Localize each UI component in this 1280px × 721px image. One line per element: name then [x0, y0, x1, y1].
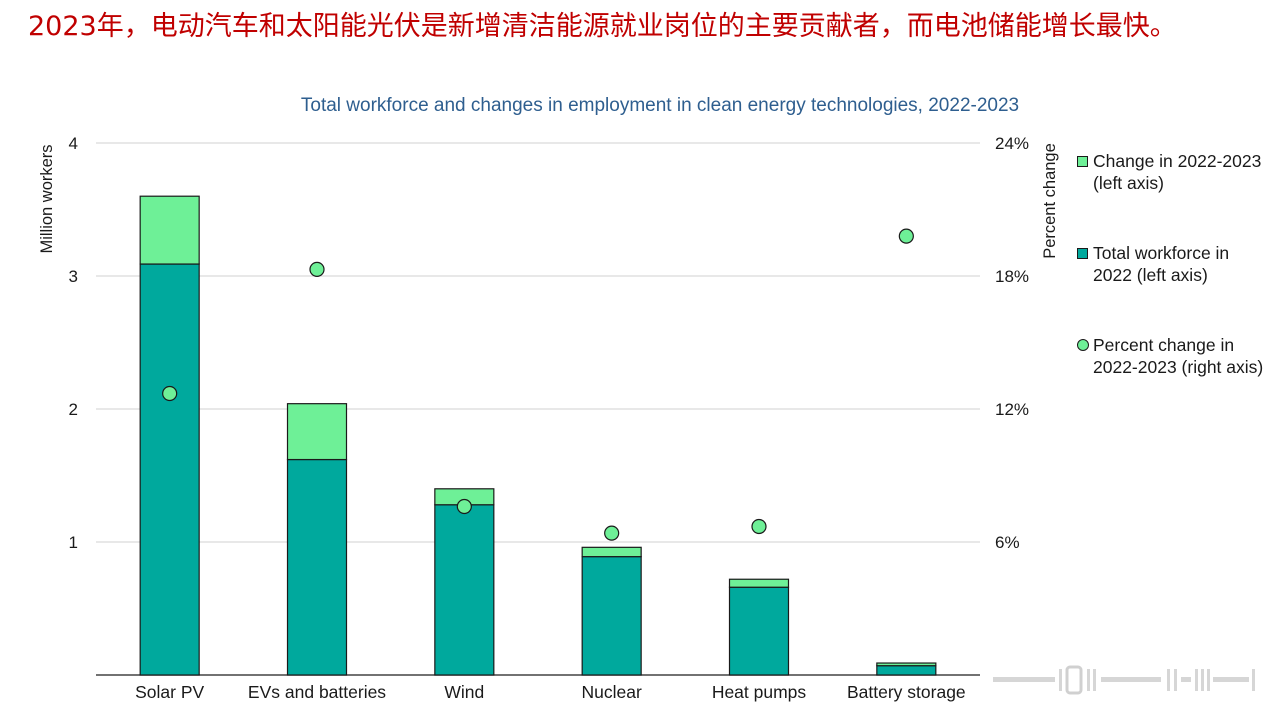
y-tick-label: 3 — [69, 267, 78, 286]
percent-points — [162, 228, 914, 541]
percent-point — [309, 261, 325, 277]
y-tick-label: 2 — [69, 400, 78, 419]
y-tick-label: 1 — [69, 533, 78, 552]
legend-label-line2: (left axis) — [1093, 173, 1164, 193]
gridlines — [96, 142, 980, 676]
y-axis-label: Million workers — [38, 144, 56, 253]
bar-change — [728, 578, 790, 588]
y2-tick-label: 18% — [995, 267, 1029, 286]
bar-total-workforce — [434, 504, 495, 676]
bar-change — [581, 546, 642, 558]
bar-change — [139, 195, 200, 265]
percent-point — [456, 498, 472, 515]
bar-total-workforce — [286, 458, 348, 676]
x-tick-label: Heat pumps — [712, 682, 807, 702]
bar-change — [876, 662, 937, 667]
y2-tick-label: 6% — [995, 533, 1020, 552]
legend-label-line2: 2022-2023 (right axis) — [1093, 357, 1264, 377]
bar-total-workforce — [728, 586, 790, 676]
bars — [139, 195, 937, 676]
category-labels: Solar PV EVs and batteries Wind Nuclear Heat… — [135, 682, 966, 702]
bar-total-workforce — [876, 665, 937, 676]
x-tick-label: Battery storage — [847, 682, 966, 702]
legend-dot-percent — [1077, 339, 1089, 351]
legend-item-percent: Percent change in 2022-2023 (right axis) — [1076, 334, 1280, 378]
bar-total-workforce — [581, 556, 642, 676]
percent-point — [604, 525, 620, 541]
legend-swatch-total — [1077, 248, 1088, 259]
legend-label-line1: Change in 2022-2023 — [1093, 151, 1262, 171]
legend-label-line1: Total workforce in — [1093, 243, 1230, 263]
x-tick-label: Solar PV — [135, 682, 204, 702]
x-tick-label: EVs and batteries — [248, 682, 386, 702]
bar-total-workforce — [139, 263, 200, 676]
legend-label-line2: 2022 (left axis) — [1093, 265, 1208, 285]
x-tick-label: Wind — [444, 682, 484, 702]
legend-item-change: Change in 2022-2023 (left axis) — [1076, 150, 1280, 194]
chart-title: Total workforce and changes in employmen… — [301, 95, 1019, 116]
watermark-logo — [993, 665, 1255, 695]
y2-tick-label: 12% — [995, 400, 1029, 419]
percent-point — [162, 385, 178, 402]
percent-point — [898, 228, 914, 244]
headline: 2023年，电动汽车和太阳能光伏是新增清洁能源就业岗位的主要贡献者，而电池储能增… — [28, 11, 1177, 42]
bar-change — [286, 403, 348, 461]
y2-axis-label: Percent change — [1041, 143, 1059, 259]
percent-point — [751, 518, 767, 535]
legend-label-line1: Percent change in — [1093, 335, 1235, 355]
legend: Change in 2022-2023 (left axis) Total wo… — [1076, 150, 1280, 426]
tick-labels: 1 6% 2 12% 3 18% 4 24% — [69, 134, 1030, 552]
y-tick-label: 4 — [69, 134, 78, 153]
y2-tick-label: 24% — [995, 134, 1029, 153]
legend-item-total: Total workforce in 2022 (left axis) — [1076, 242, 1280, 286]
x-tick-label: Nuclear — [582, 682, 642, 702]
legend-swatch-change — [1077, 156, 1088, 167]
